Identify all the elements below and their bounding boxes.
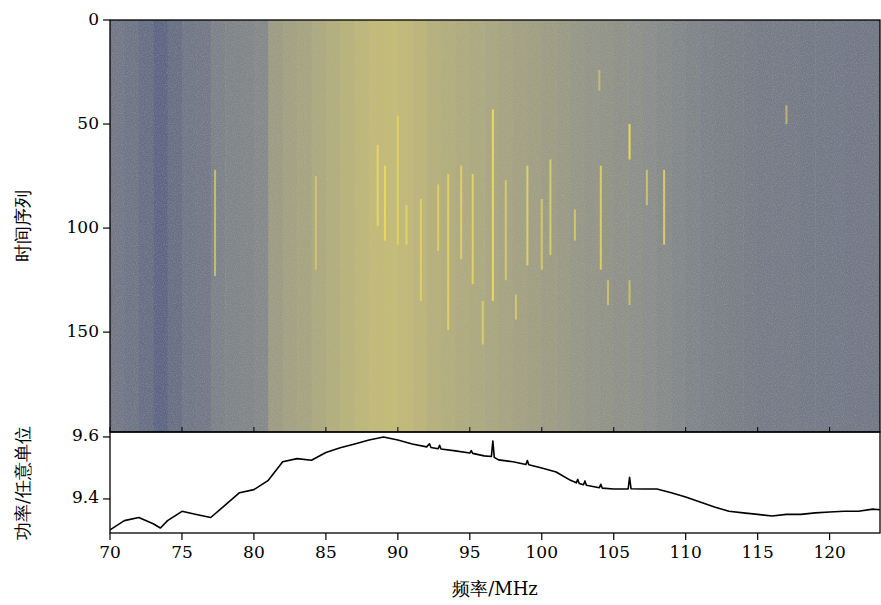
y-tick-label: 50 — [77, 113, 99, 133]
y-tick-label: 9.6 — [72, 425, 99, 445]
x-tick — [613, 533, 614, 540]
x-tick — [325, 533, 326, 540]
x-tick — [253, 533, 254, 540]
power-line — [110, 437, 880, 530]
rfi-streak — [600, 166, 602, 270]
rfi-streak — [505, 180, 507, 280]
rfi-streak — [607, 280, 609, 305]
rfi-streak — [663, 170, 665, 245]
rfi-streak — [549, 159, 551, 255]
plot-area — [110, 437, 880, 530]
rfi-streak — [515, 295, 517, 320]
x-tick — [181, 427, 182, 432]
plot-area — [110, 20, 880, 432]
noise-texture — [110, 20, 880, 432]
y-tick-label: 9.4 — [72, 487, 99, 507]
y-tick-label: 100 — [67, 217, 99, 237]
rfi-streak — [541, 199, 543, 270]
rfi-streak — [397, 116, 399, 245]
x-tick-label: 115 — [741, 542, 773, 562]
rfi-streak — [629, 124, 631, 159]
x-tick-label: 120 — [813, 542, 845, 562]
x-tick — [253, 427, 254, 432]
rfi-streak — [574, 209, 576, 240]
axes-frame — [110, 432, 880, 533]
x-tick — [469, 533, 470, 540]
figure: 0 50 100 150 时间序列 9.4 9.6 70 75 80 85 90 95 100 105 110… — [0, 0, 881, 605]
rfi-streak — [437, 184, 439, 251]
x-tick — [397, 427, 398, 432]
x-tick — [541, 427, 542, 432]
x-axis-title: 频率/MHz — [452, 578, 538, 599]
x-tick — [829, 533, 830, 540]
x-tick — [110, 427, 111, 432]
rfi-streak — [526, 166, 528, 266]
x-tick-label: 85 — [315, 542, 337, 562]
rfi-streak — [377, 145, 379, 226]
x-tick-label: 110 — [669, 542, 701, 562]
x-tick-label: 90 — [387, 542, 409, 562]
rfi-streak — [785, 105, 787, 124]
rfi-streak — [646, 170, 648, 205]
x-tick-label: 95 — [459, 542, 481, 562]
y-tick-label: 150 — [67, 321, 99, 341]
rfi-streak — [629, 280, 631, 305]
rfi-streak — [384, 166, 386, 241]
x-tick — [757, 533, 758, 540]
y-axis-title: 功率/任意单位 — [12, 426, 33, 540]
y-tick — [103, 332, 110, 333]
x-tick-label: 75 — [171, 542, 193, 562]
rfi-streak — [472, 174, 474, 284]
rfi-streak — [405, 205, 407, 245]
rfi-streak — [447, 174, 449, 330]
rfi-streak — [482, 301, 484, 345]
rfi-streak — [214, 170, 216, 276]
x-tick-label: 80 — [243, 542, 265, 562]
x-tick — [685, 533, 686, 540]
y-tick-label: 0 — [88, 9, 99, 29]
x-tick — [325, 427, 326, 432]
x-tick — [541, 533, 542, 540]
x-tick — [829, 427, 830, 432]
x-tick-label: 70 — [99, 542, 121, 562]
x-tick — [757, 427, 758, 432]
x-tick — [397, 533, 398, 540]
y-tick — [103, 227, 110, 228]
x-tick — [109, 533, 110, 540]
y-tick — [103, 498, 110, 499]
x-tick — [469, 427, 470, 432]
y-tick — [103, 436, 110, 437]
y-tick — [103, 19, 110, 20]
x-tick — [613, 427, 614, 432]
y-axis-title: 时间序列 — [12, 190, 33, 262]
rfi-streak — [492, 109, 494, 300]
rfi-streak — [420, 199, 422, 301]
x-tick — [181, 533, 182, 540]
rfi-streak — [598, 70, 600, 91]
x-tick-label: 105 — [598, 542, 630, 562]
y-tick — [103, 123, 110, 124]
axes-frame — [110, 20, 880, 432]
rfi-streak — [315, 176, 317, 270]
x-tick-label: 100 — [526, 542, 558, 562]
rfi-streak — [460, 166, 462, 260]
x-tick — [685, 427, 686, 432]
